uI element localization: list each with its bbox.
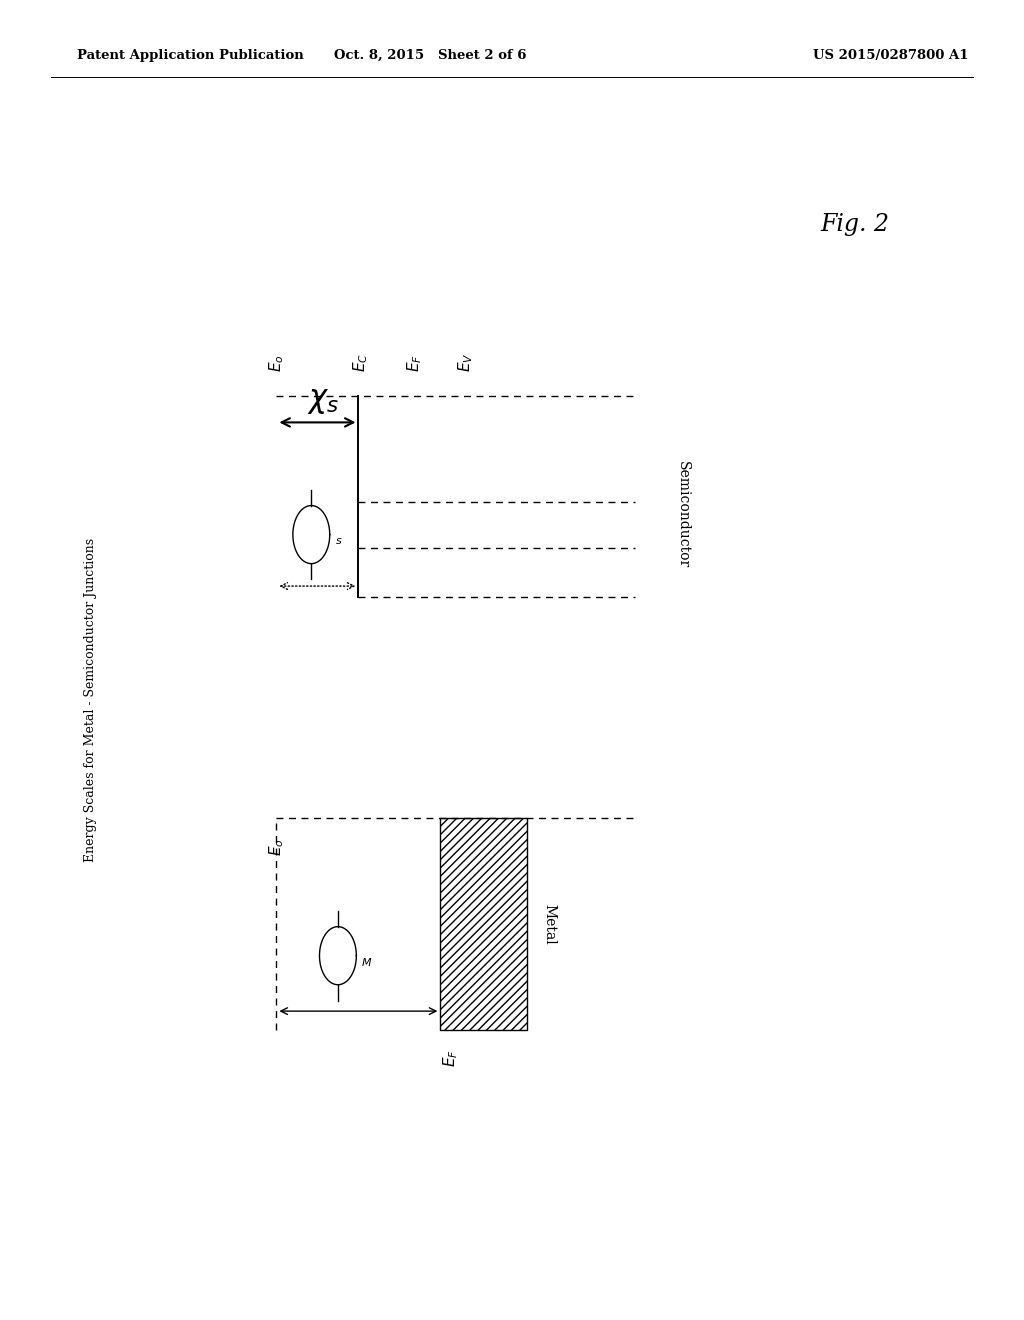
Text: $E_C$: $E_C$ [351,354,370,372]
Text: $E_o$: $E_o$ [267,355,286,372]
Text: $E_o$: $E_o$ [267,838,286,855]
Text: US 2015/0287800 A1: US 2015/0287800 A1 [813,49,969,62]
Text: $E_F$: $E_F$ [441,1049,460,1068]
Bar [440,818,527,1030]
Text: Fig. 2: Fig. 2 [820,213,890,236]
Text: $M$: $M$ [361,956,373,969]
Text: $E_F$: $E_F$ [406,354,424,372]
Text: Energy Scales for Metal - Semiconductor Junctions: Energy Scales for Metal - Semiconductor … [84,537,96,862]
Text: $E_V$: $E_V$ [457,352,475,372]
Text: Metal: Metal [543,904,557,944]
Text: $s$: $s$ [335,536,342,546]
Text: Oct. 8, 2015   Sheet 2 of 6: Oct. 8, 2015 Sheet 2 of 6 [334,49,526,62]
Text: Semiconductor: Semiconductor [676,461,690,569]
Text: Patent Application Publication: Patent Application Publication [77,49,303,62]
Text: $\chi_s$: $\chi_s$ [306,385,339,416]
